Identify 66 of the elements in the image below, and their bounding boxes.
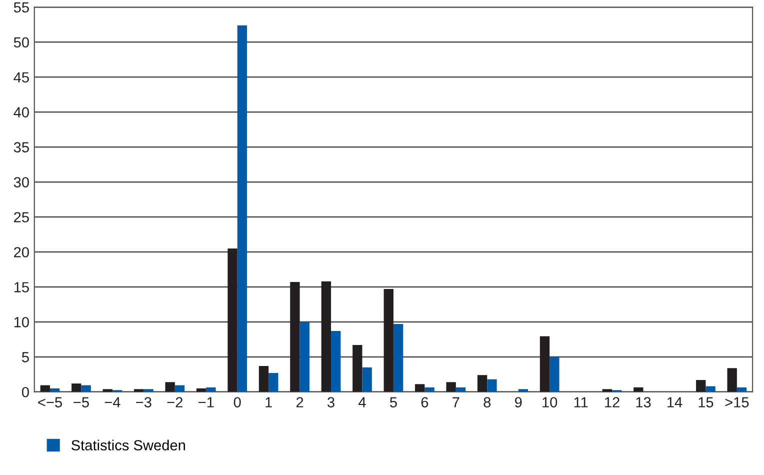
x-tick-label: 10 [542, 397, 558, 408]
bar [634, 387, 644, 392]
bar [321, 281, 332, 392]
bar [228, 248, 238, 392]
y-tick-label: 45 [14, 72, 29, 83]
bar [331, 331, 341, 392]
x-tick-label: 4 [358, 397, 366, 408]
bar [290, 282, 300, 392]
x-tick-label: 15 [698, 397, 714, 408]
x-tick-label: 3 [328, 397, 334, 408]
y-tick-label: 15 [14, 282, 29, 292]
y-tick-label: 5 [22, 352, 29, 362]
bar [384, 289, 394, 392]
bar [550, 356, 560, 392]
x-tick-label: 6 [421, 397, 428, 408]
x-tick-label: 14 [667, 397, 682, 408]
bar [237, 25, 248, 392]
bar [258, 366, 269, 392]
x-tick-label: −1 [198, 397, 214, 408]
y-tick-label: 55 [14, 2, 29, 13]
bar [487, 379, 497, 392]
x-tick-label: −3 [136, 397, 152, 408]
x-tick-label: <−5 [38, 397, 62, 408]
legend-label: Statistics Sweden [72, 440, 185, 450]
x-tick-label: 1 [266, 397, 272, 408]
bar [72, 383, 82, 392]
y-tick-label: 10 [14, 317, 29, 328]
bar [393, 324, 404, 392]
x-tick-label: −5 [74, 397, 89, 408]
bar [477, 375, 488, 392]
x-tick-label: −4 [104, 397, 120, 408]
y-tick-label: 30 [14, 177, 29, 188]
bar [706, 386, 716, 392]
x-tick-label: 11 [574, 397, 588, 408]
bar [424, 387, 434, 392]
bar [174, 385, 185, 392]
y-tick-label: 35 [14, 142, 29, 152]
bar [352, 345, 362, 392]
bar [696, 380, 706, 392]
bar [540, 336, 550, 392]
bar [268, 372, 278, 392]
bar [165, 382, 175, 392]
bar [144, 389, 154, 392]
y-tick-label: 0 [22, 386, 29, 398]
x-tick-label: 9 [514, 397, 522, 408]
y-tick-label: 20 [14, 247, 29, 258]
y-tick-label: 25 [14, 212, 29, 222]
bar [40, 385, 50, 392]
x-tick-label: >15 [725, 397, 749, 408]
x-tick-label: 7 [452, 397, 460, 408]
bar [206, 387, 216, 392]
x-tick-label: −2 [167, 397, 182, 408]
x-tick-label: 0 [234, 397, 241, 408]
x-tick-label: 8 [484, 397, 491, 408]
bar [446, 382, 456, 392]
x-tick-label: 13 [636, 397, 651, 408]
bar [81, 385, 91, 392]
bar [362, 367, 372, 392]
x-tick-label: 2 [296, 397, 304, 408]
x-tick-label: 5 [390, 397, 397, 408]
bar [727, 368, 737, 392]
bar [415, 384, 425, 392]
x-tick-label: 12 [605, 397, 620, 408]
y-tick-label: 40 [14, 107, 29, 118]
bar [300, 322, 310, 392]
y-tick-label: 50 [14, 37, 29, 48]
